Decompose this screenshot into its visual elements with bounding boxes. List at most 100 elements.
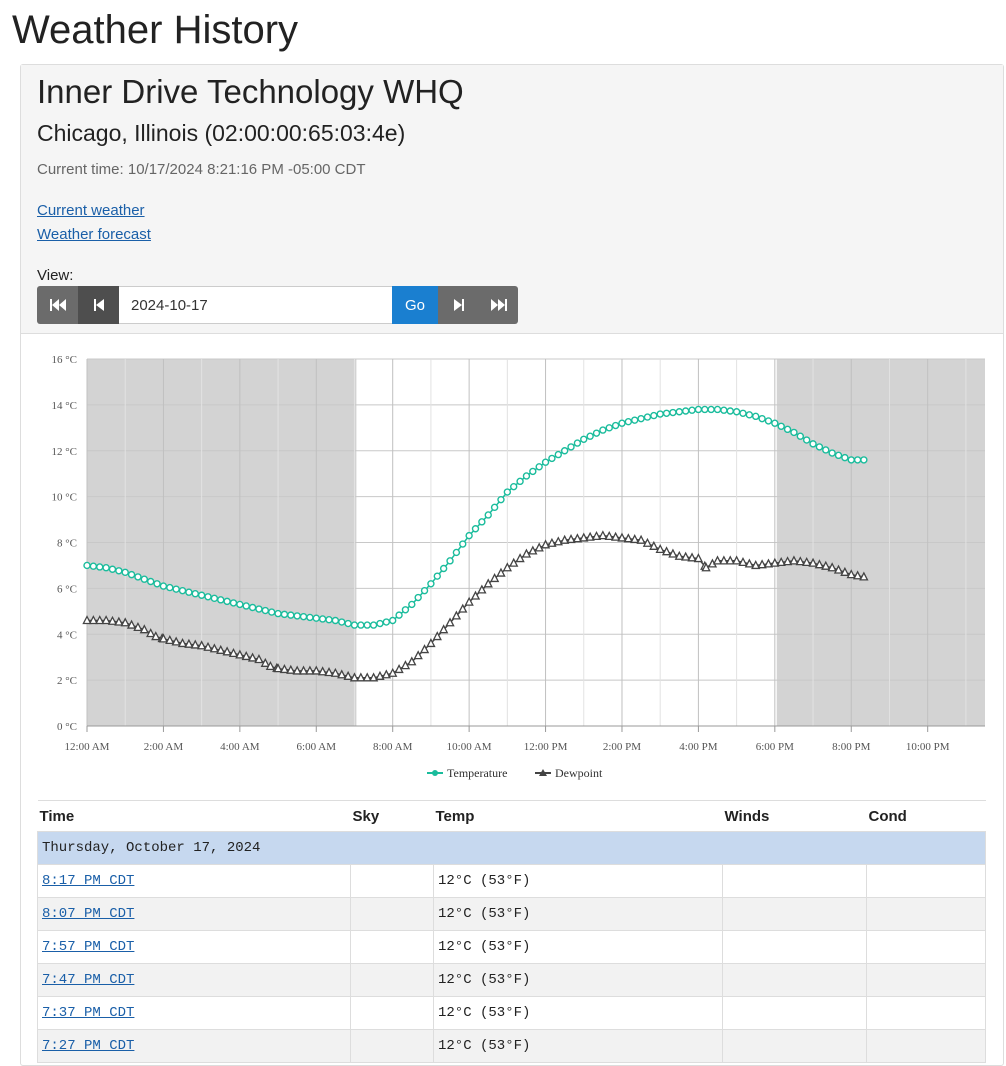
dewpoint-point — [381, 669, 391, 679]
go-button[interactable]: Go — [392, 286, 438, 324]
temperature-point — [802, 436, 811, 444]
skip-last-icon — [490, 299, 507, 311]
temperature-point — [720, 406, 728, 414]
temperature-point — [312, 614, 320, 622]
dewpoint-point — [114, 616, 124, 626]
observation-time-link[interactable]: 8:17 PM CDT — [42, 873, 135, 889]
temperature-point — [809, 440, 817, 448]
dewpoint-point — [337, 669, 347, 679]
dewpoint-point — [649, 540, 659, 550]
x-tick-label: 4:00 PM — [679, 741, 717, 753]
y-tick-label: 8 °C — [57, 538, 77, 550]
step-forward-icon — [453, 299, 464, 311]
dewpoint-point — [852, 570, 863, 580]
weather-forecast-link[interactable]: Weather forecast — [37, 226, 151, 243]
dewpoint-point — [241, 651, 251, 661]
dewpoint-point — [757, 559, 767, 569]
temperature-point — [248, 603, 257, 612]
dewpoint-point — [82, 615, 92, 625]
dewpoint-point — [317, 666, 328, 676]
legend-dewpoint-label: Dewpoint — [555, 766, 603, 780]
temperature-point — [560, 447, 569, 455]
dewpoint-point — [222, 646, 232, 656]
temperature-point — [96, 563, 104, 571]
winds-cell — [722, 864, 867, 898]
temperature-point — [822, 446, 830, 454]
last-day-button[interactable] — [479, 286, 518, 324]
temperature-point — [529, 467, 537, 476]
dewpoint-point — [636, 534, 646, 544]
legend-dewpoint-marker — [539, 769, 547, 776]
weather-chart: 0 °C 2 °C 4 °C 6 °C 8 °C 10 °C 12 °C 14 °C 16 °C… — [21, 334, 1003, 800]
previous-day-button[interactable] — [78, 286, 119, 324]
temperature-point — [605, 424, 613, 432]
dewpoint-point — [254, 654, 264, 664]
temperature-point — [459, 540, 467, 548]
temp-cell: 12°C (53°F) — [433, 996, 723, 1030]
chart-legend: Temperature Dewpoint — [427, 766, 603, 780]
temperature-point — [108, 565, 117, 573]
temperature-point — [267, 608, 276, 616]
next-day-button[interactable] — [438, 286, 479, 324]
observations-table: Time Sky Temp Winds Cond Thursday, Octob… — [37, 800, 986, 1063]
table-row: 7:27 PM CDT 12°C (53°F) — [37, 1029, 986, 1063]
dewpoint-point — [623, 533, 634, 543]
table-row: 7:47 PM CDT 12°C (53°F) — [37, 963, 986, 997]
dewpoint-point — [375, 670, 385, 680]
observation-time-link[interactable]: 7:57 PM CDT — [42, 939, 135, 955]
observation-time-link[interactable]: 7:37 PM CDT — [42, 1005, 135, 1021]
dewpoint-point — [579, 532, 589, 542]
temperature-point — [382, 618, 391, 626]
dewpoint-point — [789, 555, 799, 565]
dewpoint-point — [451, 610, 462, 620]
first-day-button[interactable] — [37, 286, 78, 324]
temperature-point — [796, 432, 805, 440]
dewpoint-point — [228, 647, 239, 658]
dewpoint-point — [298, 665, 309, 675]
dewpoint-point — [770, 557, 780, 567]
date-input[interactable] — [119, 286, 392, 324]
temperature-point — [369, 621, 378, 629]
temperature-point — [210, 594, 219, 603]
x-tick-label: 6:00 AM — [297, 741, 337, 753]
dewpoint-point — [763, 558, 774, 568]
dewpoint-point — [566, 534, 576, 544]
temperature-point — [688, 406, 696, 414]
dewpoint-point — [95, 615, 105, 625]
temperature-point — [631, 416, 639, 424]
dewpoint-point — [496, 567, 506, 577]
dewpoint-point — [528, 545, 538, 555]
observation-time-link[interactable]: 8:07 PM CDT — [42, 906, 135, 922]
y-tick-label: 4 °C — [57, 629, 77, 641]
dewpoint-point — [738, 556, 748, 567]
dewpoint-point — [216, 644, 226, 654]
temperature-point — [178, 586, 187, 595]
station-name: Inner Drive Technology WHQ — [37, 73, 464, 110]
temperature-point — [567, 443, 575, 451]
current-weather-link[interactable]: Current weather — [37, 202, 145, 219]
dewpoint-point — [330, 667, 341, 677]
temperature-point — [446, 557, 454, 565]
temperature-point — [102, 564, 110, 572]
dewpoint-point — [426, 638, 436, 648]
dewpoint-point — [445, 617, 455, 627]
temperature-point — [490, 503, 499, 512]
temperature-point — [408, 600, 416, 609]
dewpoint-point — [827, 562, 837, 572]
dewpoint-point — [133, 621, 143, 632]
temperature-point — [783, 425, 792, 434]
temperature-point — [146, 577, 155, 586]
dewpoint-point — [782, 556, 793, 566]
dewpoint-point — [483, 578, 493, 588]
observation-time-link[interactable]: 7:27 PM CDT — [42, 1038, 135, 1054]
temperature-point — [357, 621, 365, 629]
col-temp: Temp — [433, 800, 723, 832]
x-tick-label: 12:00 PM — [524, 741, 568, 753]
dewpoint-point — [846, 569, 856, 579]
temperature-point — [318, 615, 327, 623]
dewpoint-point — [235, 649, 245, 659]
observation-time-link[interactable]: 7:47 PM CDT — [42, 972, 135, 988]
dewpoint-point — [661, 546, 672, 556]
current-time: Current time: 10/17/2024 8:21:16 PM -05:… — [37, 161, 366, 178]
view-label: View: — [37, 267, 74, 284]
